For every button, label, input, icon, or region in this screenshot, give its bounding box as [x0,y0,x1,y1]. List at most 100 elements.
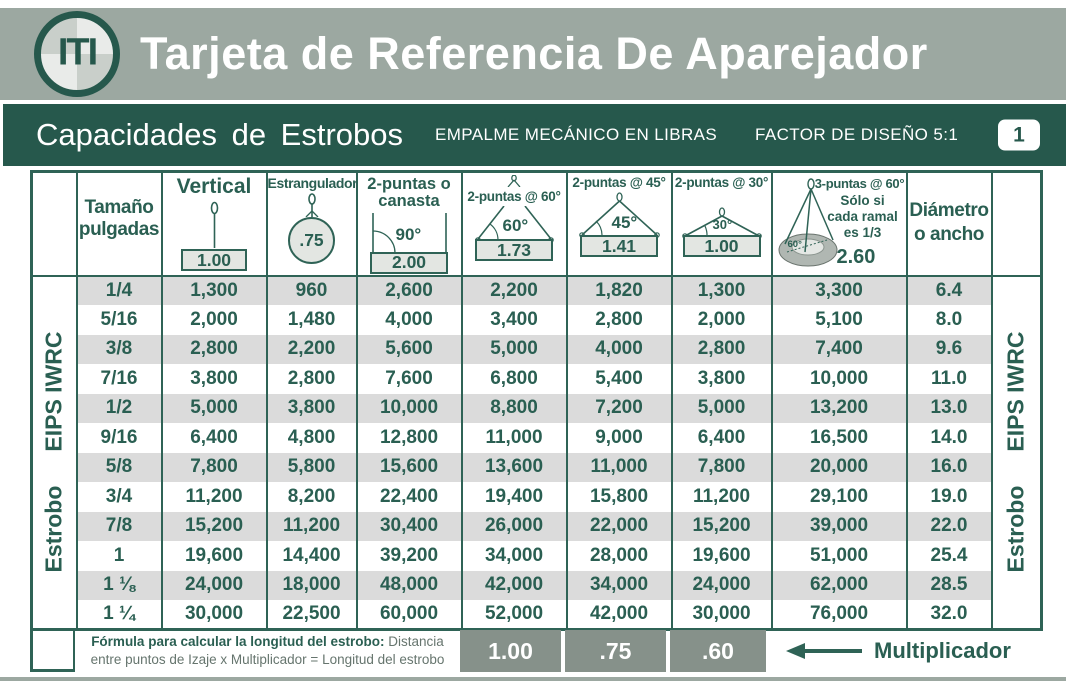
size-cell: 7/8 [75,511,163,542]
capacity-table: Tamaño pulgadas Vertical 1.00 Estrangula… [30,170,1043,632]
basket-sling-icon: 90° 2.00 [359,212,460,274]
side-label-type: Estrobo [1002,486,1029,573]
capacity-cell: 52,000 [460,600,568,630]
capacity-cell: 34,000 [460,541,568,571]
size-cell: 1 [75,541,163,571]
capacity-cell: 19,400 [460,482,568,512]
three-leg-note: Sólo si cada ramal es 1/3 [827,193,898,241]
basket-angle-label: 90° [395,224,422,244]
col-header-choker: Estrangulador .75 [265,170,358,277]
col-header-basket: 2-puntas o canasta 90° 2.00 [355,170,463,277]
size-cell: 1 ⅛ [75,570,163,601]
capacity-cell: 4,000 [565,334,673,365]
size-cell: 1 ¼ [75,600,163,630]
capacity-cell: 19.0 [905,482,993,512]
capacity-cell: 4,000 [355,305,463,335]
capacity-cell: 13.0 [905,393,993,424]
side-label-left: Estrobo EIPS IWRC [30,275,78,630]
capacity-cell: 11,000 [565,452,673,483]
table-row: 5/16 2,000 1,480 4,000 3,400 2,800 2,000 5,100 8… [32,305,1042,335]
bridle-30-icon: 30° 1.00 [674,192,770,258]
three-leg-multiplier: 2.60 [836,246,876,268]
capacity-cell: 2,800 [565,305,673,335]
capacity-cell: 19,600 [670,541,773,571]
capacity-cell: 5,800 [265,452,358,483]
capacity-cell: 39,000 [770,511,908,542]
capacity-cell: 25.4 [905,541,993,571]
capacity-cell: 39,200 [355,541,463,571]
capacity-cell: 12,800 [355,423,463,453]
capacity-cell: 28,000 [565,541,673,571]
capacity-cell: 2,200 [265,334,358,365]
multiplier-box-30: .60 [670,630,766,672]
capacity-cell: 60,000 [355,600,463,630]
table-row: 7/16 3,800 2,800 7,600 6,800 5,400 3,800 10,000… [32,364,1042,394]
size-cell: 1/4 [75,275,163,306]
sling-apex-icon [507,175,521,187]
table-row: 1 ¼ 30,000 22,500 60,000 52,000 42,000 30,000 7… [32,600,1042,630]
capacity-cell: 11,200 [160,482,268,512]
col-header-vertical: Vertical 1.00 [160,170,268,277]
capacity-cell: 2,600 [355,275,463,306]
capacity-cell: 30,400 [355,511,463,542]
corner-cell-right [990,170,1043,277]
capacity-cell: 6,400 [160,423,268,453]
three-leg-angle-label: 60° [787,239,802,250]
capacity-cell: 5,000 [460,334,568,365]
choker-multiplier: .75 [288,216,335,264]
design-factor-label: FACTOR DE DISEÑO 5:1 [755,125,959,144]
capacity-cell: 15,200 [670,511,773,542]
bridle-45-multiplier: 1.41 [580,235,658,258]
capacity-cell: 3,300 [770,275,908,306]
table-row: 5/8 7,800 5,800 15,600 13,600 11,000 7,800 20,0… [32,452,1042,483]
capacity-cell: 2,000 [670,305,773,335]
table-row: Estrobo EIPS IWRC 1/4 1,300 960 2,600 2,200 1,8… [30,275,1043,630]
capacity-cell: 11,000 [460,423,568,453]
capacity-cell: 2,800 [670,334,773,365]
capacity-cell: 3,800 [160,364,268,394]
formula-text: Fórmula para calcular la longitud del es… [90,634,445,667]
bottom-divider [0,677,1066,681]
basket-multiplier: 2.00 [370,251,448,274]
bridle-45-icon: 45° 1.41 [569,192,670,258]
table-row: 3/8 2,800 2,200 5,600 5,000 4,000 2,800 7,400 9.… [32,334,1042,365]
capacity-cell: 34,000 [565,570,673,601]
capacity-cell: 7,800 [670,452,773,483]
capacity-cell: 14,400 [265,541,358,571]
capacity-cell: 22.0 [905,511,993,542]
capacity-cell: 48,000 [355,570,463,601]
three-leg-sling-icon: 60° 3-puntas @ 60° Sólo si cada ramal es… [774,174,905,272]
capacity-cell: 76,000 [770,600,908,630]
capacity-cell: 8,200 [265,482,358,512]
size-cell: 7/16 [75,364,163,394]
capacity-cell: 13,600 [460,452,568,483]
formula-row: Fórmula para calcular la longitud del es… [30,630,1040,672]
splice-type-label: EMPALME MECÁNICO EN LIBRAS [435,125,718,144]
capacity-cell: 2,800 [160,334,268,365]
iti-logo-icon: ITI [34,11,120,97]
capacity-cell: 22,500 [265,600,358,630]
capacity-cell: 20,000 [770,452,908,483]
col-header-diameter: Diámetro o ancho [905,170,993,277]
page-number-badge: 1 [998,119,1040,151]
page-title: Tarjeta de Referencia De Aparejador [140,28,928,79]
header-band: ITI Tarjeta de Referencia De Aparejador [0,8,1066,100]
subheader-band: Capacidades de Estrobos EMPALME MECÁNICO… [3,104,1066,166]
size-cell: 3/8 [75,334,163,365]
capacity-cell: 7,400 [770,334,908,365]
capacity-cell: 7,200 [565,393,673,424]
capacity-cell: 29,100 [770,482,908,512]
table-row: 1/2 5,000 3,800 10,000 8,800 7,200 5,000 13,200… [32,393,1042,424]
capacity-cell: 6,800 [460,364,568,394]
table-body: Estrobo EIPS IWRC 1/4 1,300 960 2,600 2,200 1,8… [30,275,1043,630]
capacity-cell: 24,000 [160,570,268,601]
capacity-cell: 16.0 [905,452,993,483]
table-header-row: Tamaño pulgadas Vertical 1.00 Estrangula… [30,170,1043,277]
table-row: 1 ⅛ 24,000 18,000 48,000 42,000 34,000 24,000 6… [32,570,1042,601]
capacity-cell: 5,400 [565,364,673,394]
table-row: 9/16 6,400 4,800 12,800 11,000 9,000 6,400 16,5… [32,423,1042,453]
multiplier-arrow-label: Multiplicador [874,638,1011,663]
side-label-right: Estrobo EIPS IWRC [990,275,1043,630]
side-label-rope-class: EIPS IWRC [1002,331,1029,452]
